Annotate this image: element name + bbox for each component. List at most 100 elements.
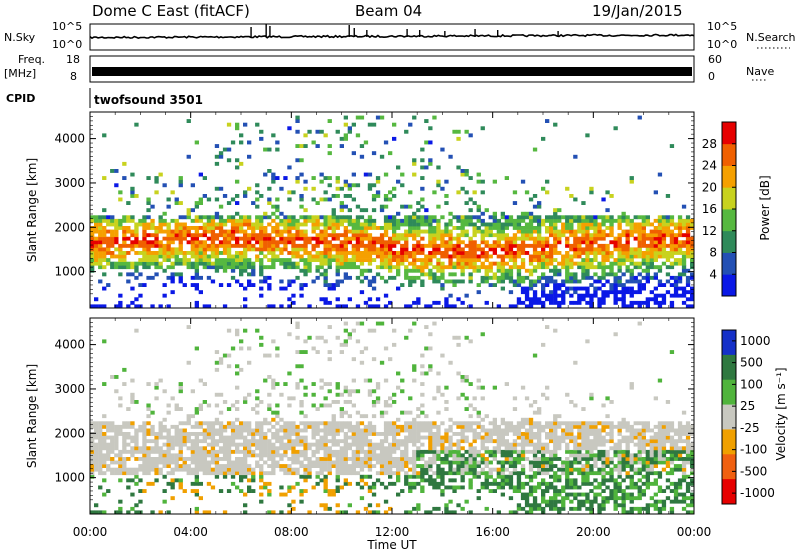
power-cell (339, 261, 344, 266)
velocity-cell (404, 424, 409, 429)
velocity-cell (178, 478, 183, 483)
velocity-cell (251, 432, 256, 436)
velocity-cell (355, 446, 361, 451)
power-cell (194, 304, 199, 309)
power-cell (532, 283, 538, 287)
velocity-cell (359, 496, 365, 501)
velocity-cell (532, 474, 538, 479)
power-cell (106, 240, 111, 245)
velocity-cell (388, 471, 393, 476)
power-cell (134, 261, 139, 266)
power-cell (500, 272, 505, 277)
velocity-cell (154, 385, 159, 390)
power-cell (343, 122, 348, 127)
power-cell (480, 265, 485, 270)
velocity-cell (496, 471, 501, 476)
velocity-cell (480, 481, 485, 486)
velocity-cell (190, 449, 195, 454)
velocity-cell (581, 481, 586, 486)
power-cell (420, 229, 425, 234)
power-cell (146, 251, 151, 255)
velocity-cell (508, 449, 514, 454)
velocity-cell (114, 471, 119, 476)
velocity-cell (335, 457, 340, 461)
power-cell (524, 215, 530, 220)
power-cell (641, 236, 646, 241)
power-cell (392, 226, 397, 230)
velocity-cell (484, 435, 489, 440)
velocity-cell (569, 435, 574, 440)
velocity-cell (404, 457, 409, 461)
velocity-cell (420, 392, 425, 397)
power-cell (206, 275, 212, 280)
power-cell (508, 268, 514, 273)
power-cell (541, 240, 546, 245)
power-cell (581, 236, 586, 241)
power-cell (516, 226, 522, 230)
power-cell (537, 233, 542, 238)
power-cell (452, 261, 457, 266)
power-cell (174, 251, 179, 255)
power-cell (605, 218, 610, 223)
power-cell (677, 218, 683, 223)
velocity-cell (492, 489, 497, 493)
velocity-cell (569, 400, 574, 404)
velocity-cell (251, 467, 256, 472)
velocity-cell (512, 428, 518, 433)
power-cell (464, 201, 469, 205)
velocity-cell (424, 346, 429, 351)
power-cell (371, 258, 377, 262)
velocity-cell (327, 424, 332, 429)
velocity-cell (214, 460, 220, 465)
power-cell (311, 279, 316, 284)
power-cell (617, 243, 622, 248)
power-cell (331, 254, 336, 259)
power-cell (259, 247, 264, 252)
power-cell (388, 247, 393, 252)
power-cell (557, 268, 562, 273)
velocity-cell (166, 449, 171, 454)
power-cell (541, 218, 546, 223)
velocity-cell (114, 510, 119, 515)
power-cell (170, 254, 175, 259)
power-cell (681, 243, 687, 248)
power-cell (166, 226, 171, 230)
power-cell (504, 233, 509, 238)
velocity-cell (516, 485, 522, 490)
power-cell (464, 243, 469, 248)
power-cell (657, 226, 663, 230)
velocity-cell (524, 510, 530, 515)
velocity-cell (226, 328, 232, 333)
power-cell (581, 297, 586, 302)
power-cell (460, 254, 465, 259)
power-cell (585, 222, 590, 227)
power-cell (456, 258, 461, 262)
velocity-cell (359, 442, 365, 447)
power-cell (629, 218, 634, 223)
power-cell (287, 226, 292, 230)
velocity-cell (545, 396, 550, 401)
power-cell (484, 229, 489, 234)
velocity-cell (182, 457, 187, 461)
power-cell (565, 236, 570, 241)
power-cell (460, 169, 465, 173)
velocity-cell (307, 442, 312, 447)
power-cell (609, 286, 614, 291)
power-cell (331, 247, 336, 252)
power-cell (94, 222, 99, 227)
velocity-cell (500, 471, 505, 476)
power-cell (404, 254, 409, 259)
velocity-cell (561, 428, 566, 433)
velocity-cell (331, 489, 336, 493)
velocity-cell (259, 449, 264, 454)
velocity-cell (343, 449, 348, 454)
power-cell (516, 268, 522, 273)
power-cell (472, 240, 477, 245)
power-cell (146, 208, 151, 213)
velocity-cell (247, 453, 252, 458)
power-cell (565, 268, 570, 273)
power-cell (359, 229, 365, 234)
power-cell (681, 240, 687, 245)
power-cell (263, 265, 268, 270)
power-cell (158, 226, 163, 230)
